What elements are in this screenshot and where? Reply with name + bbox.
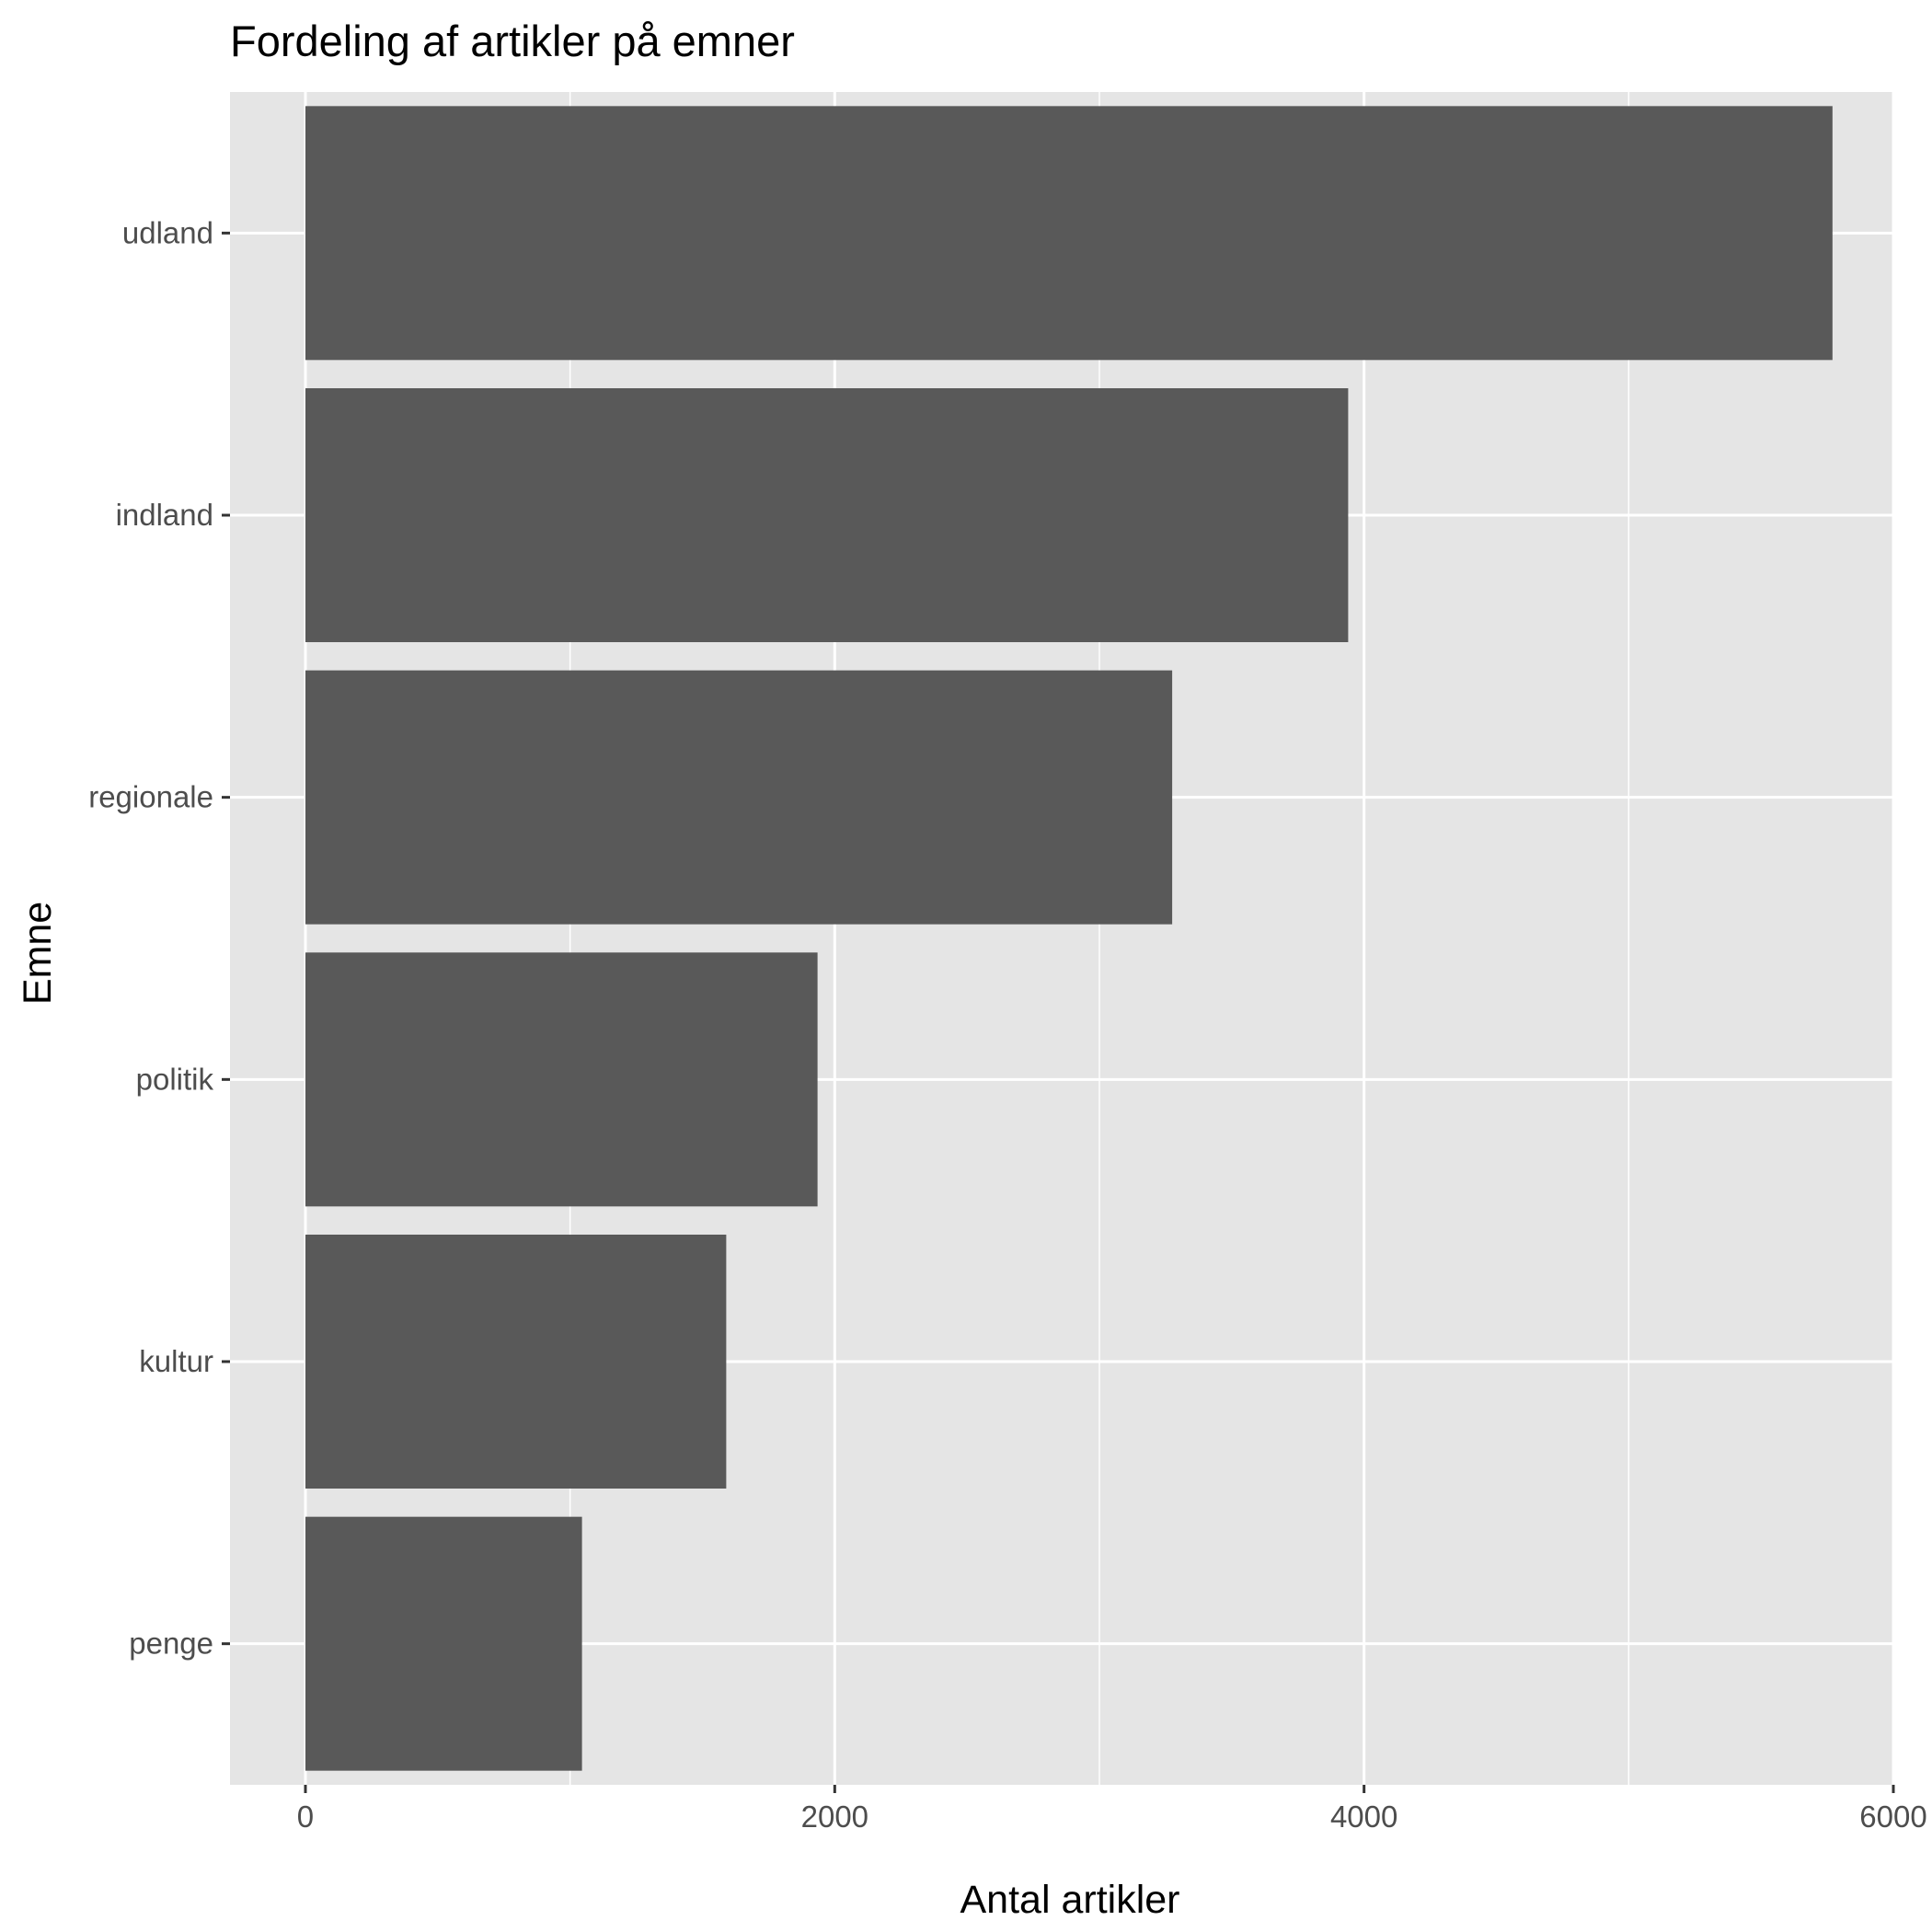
- bar-penge: [305, 1516, 582, 1771]
- bar-kultur: [305, 1235, 727, 1489]
- x-tick-label: 6000: [1859, 1800, 1926, 1834]
- y-tick-label: udland: [122, 215, 213, 249]
- x-tick-label: 4000: [1330, 1800, 1397, 1834]
- x-axis: 0 2000 4000 6000: [297, 1785, 1927, 1834]
- x-tick-label: 0: [297, 1800, 314, 1834]
- bars: [305, 106, 1833, 1771]
- y-axis: udland indland regionale politik kultur penge: [88, 215, 230, 1661]
- x-tick-label: 2000: [801, 1800, 868, 1834]
- y-tick-label: kultur: [139, 1344, 213, 1378]
- x-axis-title: Antal artikler: [960, 1878, 1180, 1922]
- chart-title: Fordeling af artikler på emner: [230, 17, 795, 65]
- plot-panel: [230, 92, 1893, 1785]
- bar-regionale: [305, 670, 1173, 925]
- y-axis-title: Emne: [16, 902, 60, 1005]
- y-tick-label: indland: [116, 498, 213, 532]
- bar-udland: [305, 106, 1833, 361]
- bar-indland: [305, 388, 1349, 642]
- y-tick-label: penge: [129, 1627, 213, 1661]
- y-tick-label: regionale: [88, 780, 213, 814]
- y-tick-label: politik: [136, 1062, 214, 1096]
- minor-gridlines: [569, 92, 1630, 1785]
- bar-politik: [305, 952, 818, 1207]
